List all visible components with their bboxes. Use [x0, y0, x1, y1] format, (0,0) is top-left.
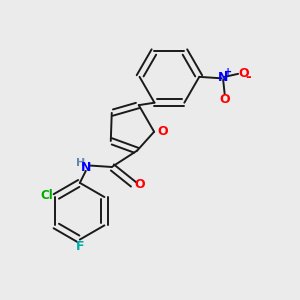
- Text: F: F: [76, 240, 84, 253]
- Text: Cl: Cl: [40, 189, 53, 202]
- Text: O: O: [134, 178, 145, 191]
- Text: +: +: [224, 67, 232, 77]
- Text: N: N: [218, 71, 228, 84]
- Text: N: N: [81, 161, 91, 174]
- Text: O: O: [157, 125, 168, 138]
- Text: H: H: [76, 158, 85, 168]
- Text: O: O: [219, 93, 230, 106]
- Text: -: -: [245, 70, 251, 84]
- Text: O: O: [238, 67, 249, 80]
